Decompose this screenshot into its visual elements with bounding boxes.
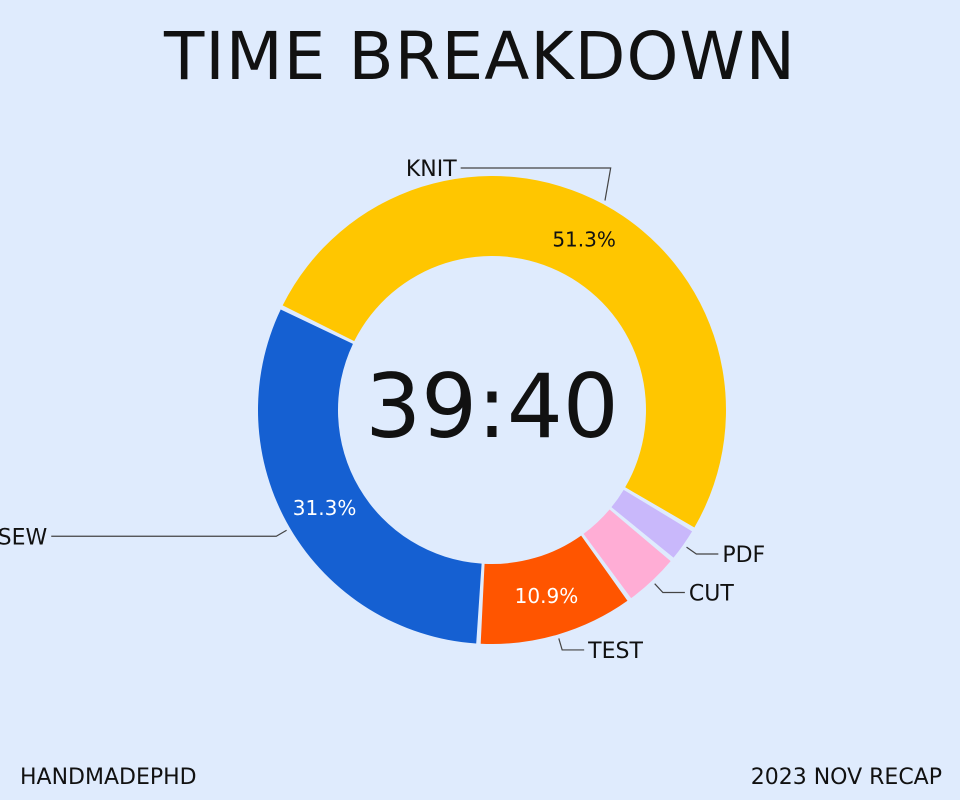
chart-title: TIME BREAKDOWN (163, 18, 797, 95)
category-label-test: TEST (587, 639, 643, 664)
slice-sew (257, 309, 482, 644)
leader-pdf (686, 546, 719, 555)
category-label-pdf: PDF (722, 543, 765, 568)
slice-cut (583, 509, 671, 599)
data-label-sew: 31.3% (293, 496, 357, 520)
slice-test (480, 535, 628, 644)
leader-knit (460, 167, 612, 201)
category-label-cut: CUT (689, 581, 734, 606)
slice-pdf (611, 489, 693, 558)
chart-labels: 51.3% KNIT PDF CUT 10.9% TEST 31.3% SEW (0, 157, 765, 664)
category-label-knit: KNIT (406, 157, 457, 182)
footer-period: 2023 NOV RECAP (750, 765, 942, 790)
leader-test (558, 638, 585, 651)
center-total-label: 39:40 (365, 355, 619, 458)
category-label-sew: SEW (0, 525, 47, 550)
slice-knit (282, 176, 726, 528)
footer-brand: HANDMADEPHD (20, 765, 197, 790)
donut-slices (257, 176, 726, 644)
data-label-knit: 51.3% (552, 227, 616, 251)
data-label-test: 10.9% (515, 584, 579, 608)
leader-sew (51, 529, 287, 537)
leader-lines (51, 167, 719, 651)
leader-cut (654, 583, 685, 594)
